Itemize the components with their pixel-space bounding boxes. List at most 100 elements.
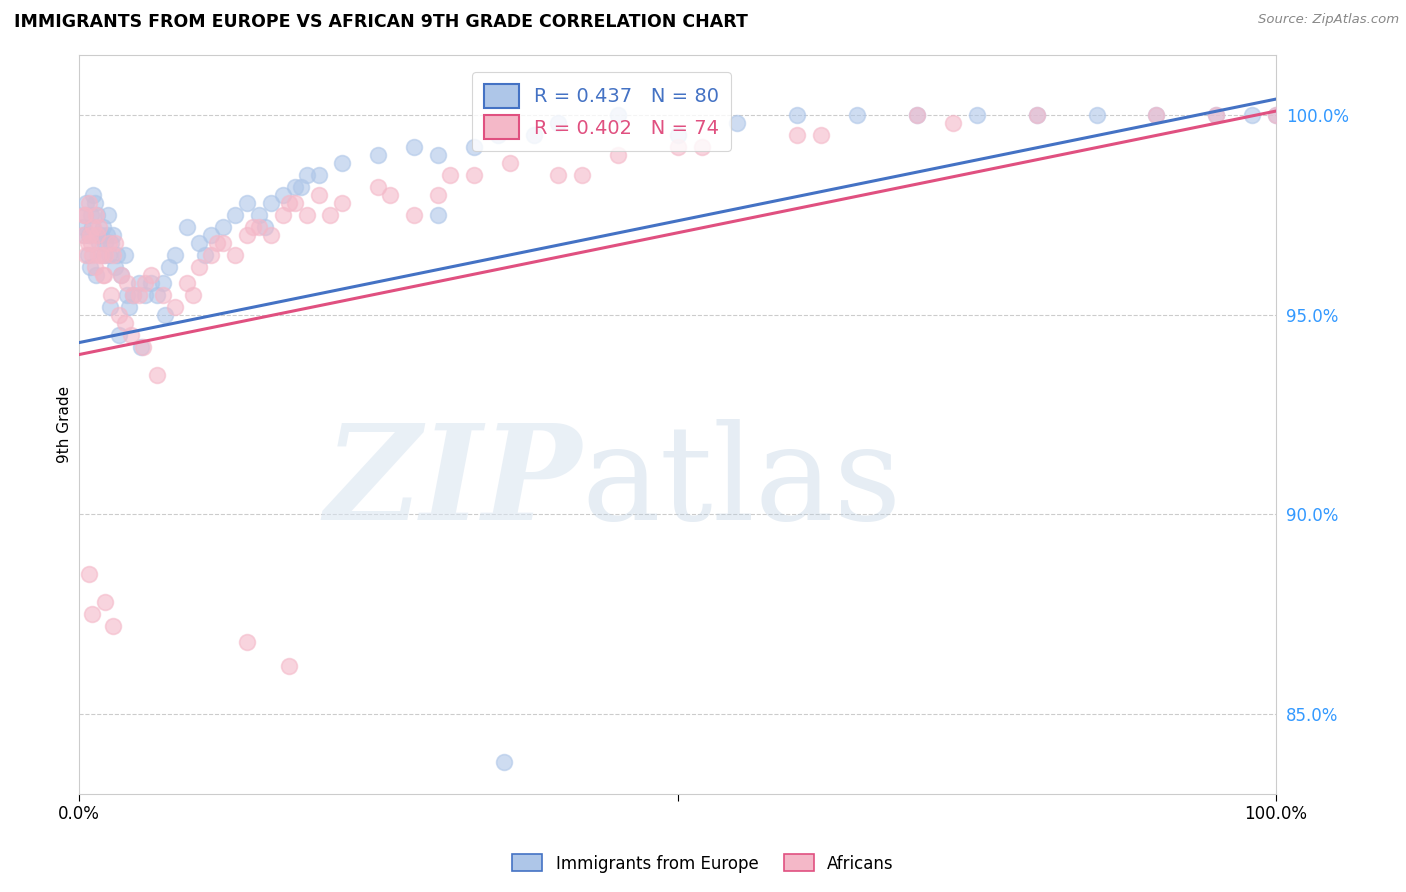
Point [152,287,174,301]
Point [101,248,124,262]
Point [91,219,114,234]
Point [107,308,129,322]
Point [666,128,689,142]
Point [176,276,198,290]
Point [1025,108,1047,122]
Point [606,108,628,122]
Point [131,340,153,354]
Point [72,219,94,234]
Point [76,235,98,250]
Point [89,235,111,250]
Point [1025,108,1047,122]
Point [131,340,153,354]
Point [786,128,808,142]
Point [1265,108,1288,122]
Point [98,235,121,250]
Point [93,268,115,282]
Point [114,316,136,330]
Point [100,287,122,301]
Point [810,128,832,142]
Point [247,208,270,222]
Point [427,187,450,202]
Point [181,287,204,301]
Point [253,219,276,234]
Point [155,308,177,322]
Point [486,128,509,142]
Point [235,227,257,242]
Point [205,235,228,250]
Text: Source: ZipAtlas.com: Source: ZipAtlas.com [1258,13,1399,27]
Text: ZIP: ZIP [325,419,582,548]
Point [523,128,546,142]
Point [96,227,118,242]
Point [84,208,107,222]
Point [86,227,108,242]
Point [1144,108,1167,122]
Point [89,219,111,234]
Point [82,219,104,234]
Point [90,248,112,262]
Point [75,208,97,222]
Point [404,208,426,222]
Point [86,208,108,222]
Point [146,368,169,382]
Point [77,567,100,582]
Point [94,235,117,250]
Point [104,235,127,250]
Point [404,140,426,154]
Point [82,219,104,234]
Point [271,187,294,202]
Point [90,227,112,242]
Point [547,168,569,182]
Point [139,268,162,282]
Point [332,195,354,210]
Point [82,248,104,262]
Point [200,227,222,242]
Point [146,287,169,301]
Point [72,227,94,242]
Point [295,168,318,182]
Point [139,276,162,290]
Point [295,208,318,222]
Point [114,248,136,262]
Point [259,227,281,242]
Point [942,116,965,130]
Point [128,287,150,301]
Point [101,619,124,633]
Point [1241,108,1264,122]
Point [75,248,97,262]
Point [100,235,122,250]
Point [380,187,402,202]
Point [966,108,988,122]
Point [499,156,522,170]
Point [134,276,156,290]
Point [128,276,150,290]
Point [75,195,97,210]
Point [97,208,120,222]
Point [115,276,138,290]
Point [846,108,869,122]
Point [211,219,233,234]
Point [110,268,132,282]
Point [571,168,593,182]
Point [200,248,222,262]
Point [242,219,264,234]
Point [277,195,299,210]
Point [134,287,156,301]
Point [101,227,124,242]
Point [367,180,389,194]
Point [786,108,808,122]
Point [73,208,96,222]
Point [110,268,132,282]
Point [224,208,246,222]
Point [187,235,209,250]
Point [463,168,485,182]
Point [107,327,129,342]
Point [104,260,127,274]
Point [1085,108,1108,122]
Point [547,116,569,130]
Point [235,635,257,649]
Legend: R = 0.437   N = 80, R = 0.402   N = 74: R = 0.437 N = 80, R = 0.402 N = 74 [472,72,731,151]
Point [308,187,330,202]
Point [277,659,299,673]
